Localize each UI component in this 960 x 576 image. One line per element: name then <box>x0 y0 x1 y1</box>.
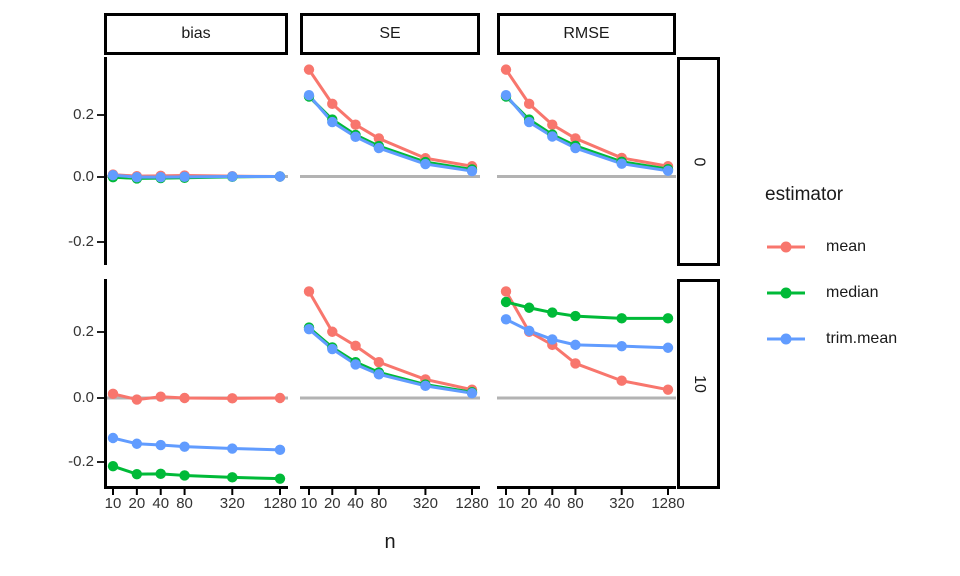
facet-col-label: SE <box>379 25 401 42</box>
points-median <box>500 296 674 324</box>
x-tick-label: 1280 <box>455 495 489 512</box>
panel-RMSE-10 <box>497 286 676 495</box>
points-trim.mean <box>303 90 478 177</box>
legend-item-median: median <box>767 284 878 302</box>
y-tick-label: -0.2 <box>68 453 94 470</box>
y-tick-label: 0.2 <box>73 323 94 340</box>
x-tick-label: 10 <box>104 495 122 512</box>
x-tick-label: 20 <box>520 495 538 512</box>
legend-key-line-dot-icon <box>767 241 805 253</box>
x-tick-mark <box>528 489 531 495</box>
x-tick-label: 40 <box>347 495 364 512</box>
facet-col-strip-bias: bias <box>104 13 288 55</box>
x-tick-label: 320 <box>219 495 245 512</box>
facet-row-label: 0 <box>690 157 708 166</box>
y-tick-label: 0.0 <box>73 389 94 406</box>
x-tick-label: 1280 <box>651 495 685 512</box>
facet-col-strip-se: SE <box>300 13 480 55</box>
x-tick-mark <box>471 489 473 495</box>
panel-bias-10 <box>104 279 288 495</box>
x-tick-mark <box>279 489 281 495</box>
points-median <box>107 460 286 484</box>
facet-row-strip-10: 10 <box>677 279 720 489</box>
x-axis-title: n <box>384 531 396 553</box>
facet-col-strip-rmse: RMSE <box>497 13 676 55</box>
y-tick-label: 0.2 <box>73 106 94 123</box>
x-tick-mark <box>331 489 334 495</box>
x-tick-mark <box>377 489 380 495</box>
x-tick-label: 40 <box>152 495 170 512</box>
x-axis-spine <box>104 486 288 489</box>
panel-RMSE-0 <box>497 64 676 178</box>
y-tick-mark <box>97 397 104 399</box>
x-tick-label: 10 <box>300 495 318 512</box>
line-median <box>308 326 473 394</box>
x-tick-mark <box>231 489 234 495</box>
facet-col-label: RMSE <box>563 25 610 42</box>
legend-label: mean <box>826 238 867 255</box>
x-tick-label: 80 <box>370 495 388 512</box>
points-trim.mean <box>500 90 674 176</box>
x-tick-label: 80 <box>567 495 584 512</box>
x-tick-mark <box>620 489 623 495</box>
x-tick-label: 80 <box>176 495 193 512</box>
points-mean <box>500 286 674 395</box>
panel-SE-0 <box>300 64 480 178</box>
x-axis-spine <box>497 486 676 489</box>
legend: estimator mean median trim.mean <box>765 184 960 374</box>
x-tick-mark <box>574 489 577 495</box>
x-tick-mark <box>112 489 114 495</box>
points-trim.mean <box>107 170 286 183</box>
panel-bias-0 <box>104 57 288 265</box>
facet-row-label: 10 <box>690 375 708 393</box>
legend-label: median <box>826 284 879 301</box>
points-mean <box>107 388 286 405</box>
panel-SE-10 <box>300 286 480 495</box>
legend-item-trim-mean: trim.mean <box>767 330 897 348</box>
points-trim.mean <box>500 314 674 353</box>
line-mean <box>504 290 669 392</box>
legend-key-line-dot-icon <box>767 287 805 299</box>
x-tick-mark <box>551 489 554 495</box>
line-mean <box>504 68 669 168</box>
facet-row-strip-0: 0 <box>677 57 720 266</box>
x-tick-mark <box>159 489 162 495</box>
y-tick-mark <box>97 176 104 178</box>
x-tick-mark <box>505 489 507 495</box>
x-tick-mark <box>135 489 138 495</box>
x-tick-mark <box>354 489 357 495</box>
y-tick-label: 0.0 <box>73 168 94 185</box>
line-mean <box>307 68 473 168</box>
x-tick-label: 40 <box>543 495 561 512</box>
x-tick-label: 20 <box>128 495 146 512</box>
x-tick-mark <box>667 489 669 495</box>
x-tick-label: 20 <box>323 495 341 512</box>
points-trim.mean <box>303 324 478 399</box>
y-axis-spine <box>104 57 107 265</box>
x-tick-mark <box>183 489 186 495</box>
x-tick-label: 10 <box>497 495 515 512</box>
y-tick-mark <box>97 461 104 463</box>
legend-title: estimator <box>765 184 844 205</box>
legend-label: trim.mean <box>826 330 898 347</box>
facet-col-label: bias <box>181 25 211 42</box>
x-tick-label: 1280 <box>263 495 297 512</box>
y-tick-mark <box>97 114 104 116</box>
y-tick-mark <box>97 241 104 243</box>
legend-item-mean: mean <box>767 238 866 256</box>
line-mean <box>307 290 473 392</box>
y-tick-label: -0.2 <box>68 233 94 250</box>
x-tick-label: 320 <box>609 495 635 512</box>
y-axis-spine <box>104 279 107 489</box>
y-tick-mark <box>97 331 104 333</box>
x-tick-label: 320 <box>412 495 438 512</box>
x-tick-mark <box>308 489 310 495</box>
points-trim.mean <box>107 432 286 456</box>
x-axis-spine <box>300 486 480 489</box>
legend-key-line-dot-icon <box>767 333 805 345</box>
x-tick-mark <box>424 489 427 495</box>
